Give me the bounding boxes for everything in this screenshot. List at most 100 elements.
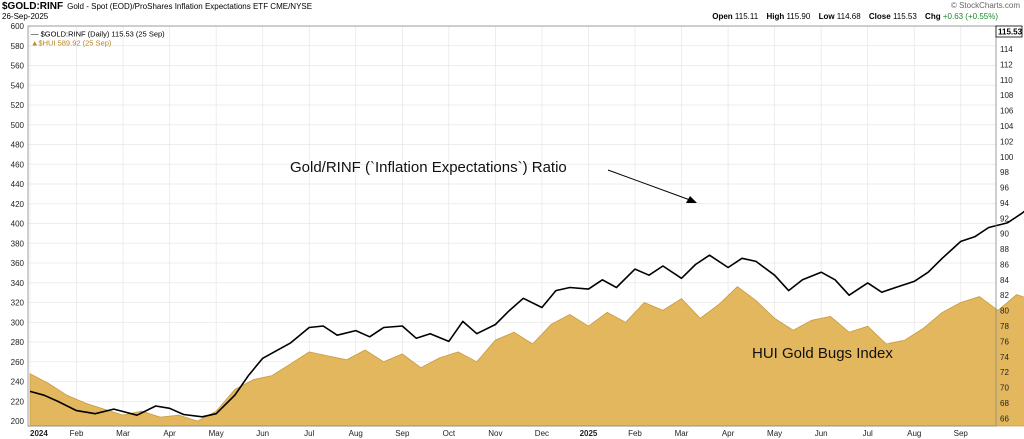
chart-title: $GOLD:RINF Gold - Spot (EOD)/ProShares In… bbox=[2, 1, 312, 12]
y-left-tick-label: 320 bbox=[11, 299, 25, 308]
x-tick-label: Sep bbox=[954, 429, 969, 438]
ratio-line bbox=[29, 210, 1024, 418]
y-right-tick-label: 88 bbox=[1000, 245, 1009, 254]
x-tick-label: Nov bbox=[488, 429, 502, 438]
x-tick-label: Jun bbox=[256, 429, 269, 438]
y-left-tick-label: 580 bbox=[11, 42, 25, 51]
y-right-tick-label: 70 bbox=[1000, 384, 1009, 393]
y-right-tick-label: 102 bbox=[1000, 137, 1014, 146]
y-left-tick-label: 520 bbox=[11, 101, 25, 110]
y-left-tick-label: 480 bbox=[11, 141, 25, 150]
y-left-tick-label: 600 bbox=[11, 22, 25, 31]
open-value: 115.11 bbox=[734, 12, 759, 21]
y-left-tick-label: 240 bbox=[11, 378, 25, 387]
y-left-tick-label: 300 bbox=[11, 318, 25, 327]
y-right-tick-label: 112 bbox=[1000, 60, 1013, 69]
x-tick-label: 2024 bbox=[30, 429, 48, 438]
y-left-tick-label: 540 bbox=[11, 81, 25, 90]
y-left-tick-label: 560 bbox=[11, 62, 25, 71]
y-right-tick-label: 98 bbox=[1000, 168, 1009, 177]
chg-label: Chg bbox=[925, 12, 941, 21]
header-date: 26-Sep-2025 bbox=[2, 12, 49, 21]
y-right-tick-label: 66 bbox=[1000, 414, 1009, 423]
hui-area-layer bbox=[29, 286, 1024, 427]
y-right-tick-label: 110 bbox=[1000, 76, 1013, 85]
y-right-tick-label: 90 bbox=[1000, 230, 1009, 239]
y-right-tick-label: 94 bbox=[1000, 199, 1009, 208]
x-tick-label: Aug bbox=[907, 429, 921, 438]
x-axis-ticks: 2024 Feb Mar Apr May Jun Jul Aug Sep Oct Nov Dec 202… bbox=[30, 429, 968, 438]
chart-legend: — $GOLD:RINF (Daily) 115.53 (25 Sep) ▲$H… bbox=[31, 30, 165, 48]
x-tick-label: Dec bbox=[535, 429, 549, 438]
chart-header: $GOLD:RINF Gold - Spot (EOD)/ProShares In… bbox=[2, 0, 1022, 26]
y-right-tick-label: 96 bbox=[1000, 184, 1009, 193]
y-right-tick-label: 100 bbox=[1000, 153, 1014, 162]
legend-ratio: — $GOLD:RINF (Daily) 115.53 (25 Sep) bbox=[31, 30, 165, 39]
y-left-tick-label: 380 bbox=[11, 239, 25, 248]
y-left-tick-label: 460 bbox=[11, 160, 25, 169]
x-tick-label: Jul bbox=[863, 429, 873, 438]
open-label: Open bbox=[712, 12, 733, 21]
high-value: 115.90 bbox=[786, 12, 811, 21]
x-tick-label: May bbox=[209, 429, 224, 438]
x-tick-label: Sep bbox=[395, 429, 410, 438]
description: Gold - Spot (EOD)/ProShares Inflation Ex… bbox=[67, 2, 313, 11]
x-tick-label: Feb bbox=[628, 429, 642, 438]
last-value-box bbox=[995, 25, 1023, 38]
x-tick-label: Feb bbox=[70, 429, 84, 438]
plot-frame bbox=[27, 25, 997, 427]
low-label: Low bbox=[818, 12, 835, 21]
y-right-tick-label: 92 bbox=[1000, 214, 1009, 223]
x-tick-label: Jun bbox=[815, 429, 828, 438]
legend-hui: ▲$HUI 589.92 (25 Sep) bbox=[31, 39, 112, 48]
y-right-tick-label: 80 bbox=[1000, 307, 1009, 316]
y-left-tick-label: 360 bbox=[11, 259, 25, 268]
ohlc-readout: Open 115.11 High 115.90 Low 114.68 Close… bbox=[706, 12, 998, 21]
close-value: 115.53 bbox=[892, 12, 917, 21]
ratio-line-layer bbox=[29, 210, 1024, 418]
y-left-tick-label: 260 bbox=[11, 358, 25, 367]
x-tick-label: Mar bbox=[675, 429, 689, 438]
y-right-tick-label: 108 bbox=[1000, 91, 1014, 100]
y-left-tick-label: 500 bbox=[11, 121, 25, 130]
close-label: Close bbox=[868, 12, 891, 21]
hui-annotation: HUI Gold Bugs Index bbox=[752, 345, 893, 362]
x-tick-label: Mar bbox=[116, 429, 130, 438]
ratio-annotation: Gold/RINF (`Inflation Expectations`) Rat… bbox=[290, 159, 567, 176]
y-left-tick-label: 220 bbox=[11, 397, 25, 406]
left-axis-ticks: 200 220 240 260 280 300 320 340 360 380 400 420 440 4… bbox=[11, 22, 25, 426]
y-right-tick-label: 74 bbox=[1000, 353, 1009, 362]
y-left-tick-label: 440 bbox=[11, 180, 25, 189]
y-left-tick-label: 200 bbox=[11, 417, 25, 426]
last-value-flag: 115.53 bbox=[995, 25, 1023, 38]
y-left-tick-label: 340 bbox=[11, 279, 25, 288]
ratio-annotation-arrowhead bbox=[686, 196, 697, 203]
x-tick-label: Apr bbox=[722, 429, 735, 438]
y-left-tick-label: 280 bbox=[11, 338, 25, 347]
x-tick-label: May bbox=[767, 429, 782, 438]
y-left-tick-label: 420 bbox=[11, 200, 25, 209]
symbol: $GOLD:RINF bbox=[2, 1, 64, 12]
high-label: High bbox=[766, 12, 785, 21]
brand-watermark: © StockCharts.com bbox=[950, 1, 1020, 10]
x-tick-label: 2025 bbox=[580, 429, 598, 438]
y-right-tick-label: 78 bbox=[1000, 322, 1009, 331]
y-right-tick-label: 82 bbox=[1000, 291, 1009, 300]
last-value-text: 115.53 bbox=[998, 28, 1023, 37]
y-left-tick-label: 400 bbox=[11, 220, 25, 229]
x-tick-label: Jul bbox=[304, 429, 314, 438]
y-right-tick-label: 114 bbox=[1000, 45, 1013, 54]
x-tick-label: Aug bbox=[349, 429, 363, 438]
chg-value: +0.63 (+0.55%) bbox=[942, 12, 998, 21]
x-tick-label: Apr bbox=[163, 429, 176, 438]
x-tick-label: Oct bbox=[443, 429, 456, 438]
y-right-tick-label: 76 bbox=[1000, 337, 1009, 346]
y-right-tick-label: 68 bbox=[1000, 399, 1009, 408]
ratio-annotation-arrow bbox=[607, 169, 691, 201]
y-right-tick-label: 104 bbox=[1000, 122, 1014, 131]
y-right-tick-label: 84 bbox=[1000, 276, 1009, 285]
hui-area bbox=[29, 286, 1024, 427]
y-right-tick-label: 72 bbox=[1000, 368, 1009, 377]
y-right-tick-label: 86 bbox=[1000, 260, 1009, 269]
